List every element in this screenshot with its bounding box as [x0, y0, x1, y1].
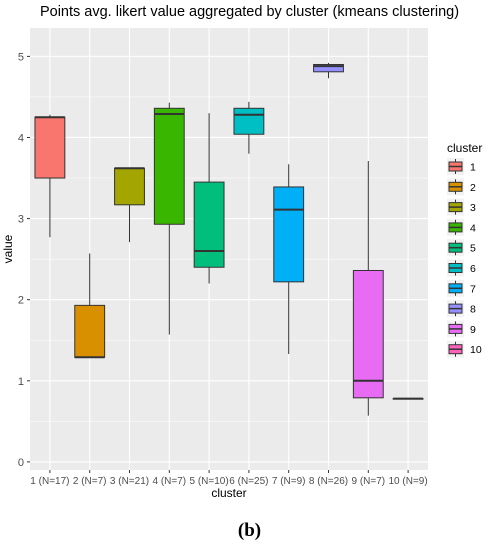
x-tick-label: 4 (N=7): [152, 476, 186, 487]
x-tick-label: 7 (N=9): [272, 476, 306, 487]
y-tick-label: 0: [18, 457, 24, 469]
box-iqr: [233, 107, 265, 135]
box-cluster-1: [34, 114, 66, 238]
legend-item-10: 10: [447, 340, 482, 358]
legend-item-1: 1: [447, 158, 476, 175]
box-cluster-3: [114, 167, 145, 243]
box-cluster-7: [273, 164, 305, 355]
legend-item-6: 6: [447, 259, 476, 277]
box-iqr: [34, 116, 66, 179]
legend-item-9: 9: [447, 320, 476, 338]
box-iqr: [114, 167, 145, 206]
y-axis-ticks: 0 1 2 3 4 5: [18, 51, 30, 469]
x-axis-label: cluster: [211, 486, 246, 500]
legend-item-2: 2: [447, 178, 476, 196]
legend-label: 2: [470, 182, 476, 194]
legend-item-3: 3: [447, 198, 476, 216]
box-cluster-8: [313, 62, 344, 79]
box-iqr: [313, 63, 344, 73]
legend-label: 7: [470, 283, 476, 295]
legend-label: 3: [470, 202, 476, 214]
legend-label: 5: [470, 243, 476, 255]
legend-title: cluster: [447, 141, 482, 155]
box-iqr: [153, 107, 185, 225]
box-iqr: [352, 269, 384, 399]
box-iqr: [193, 181, 225, 268]
box-cluster-5: [193, 113, 225, 284]
x-tick-label: 10 (N=9): [389, 476, 428, 487]
x-axis-ticks: 1 (N=17) 2 (N=7) 3 (N=21) 4 (N=7) 5 (N=10) 6 …: [30, 470, 428, 487]
y-tick-label: 2: [18, 295, 24, 307]
y-axis-label: value: [1, 234, 15, 263]
legend-item-5: 5: [447, 239, 476, 257]
y-tick-label: 1: [18, 376, 24, 388]
x-tick-label: 2 (N=7): [73, 476, 107, 487]
boxes: [34, 62, 424, 416]
x-tick-label: 5 (N=10): [190, 476, 229, 487]
legend-label: 6: [470, 263, 476, 275]
box-cluster-4: [153, 102, 185, 335]
y-tick-label: 5: [18, 51, 24, 63]
x-tick-label: 6 (N=25): [229, 476, 268, 487]
legend-label: 1: [470, 162, 476, 174]
legend-label: 10: [470, 344, 482, 356]
legend: cluster 1 2 3 4 5 6 7 8 9 10: [447, 141, 482, 358]
y-tick-label: 3: [18, 214, 24, 226]
legend-item-4: 4: [447, 218, 476, 236]
box-cluster-9: [352, 161, 384, 416]
box-cluster-10: [392, 397, 424, 400]
legend-label: 4: [470, 222, 476, 234]
legend-label: 9: [470, 324, 476, 336]
legend-label: 8: [470, 304, 476, 316]
x-tick-label: 9 (N=7): [351, 476, 385, 487]
x-tick-label: 8 (N=26): [309, 476, 348, 487]
box-cluster-2: [74, 253, 106, 359]
x-tick-label: 1 (N=17): [30, 476, 69, 487]
chart-title: Points avg. likert value aggregated by c…: [39, 4, 460, 20]
caption-label: (b): [237, 520, 262, 541]
legend-item-8: 8: [447, 300, 476, 318]
box-iqr: [74, 304, 106, 358]
y-tick-label: 4: [18, 132, 24, 144]
x-tick-label: 3 (N=21): [110, 476, 149, 487]
figure-caption: (b): [0, 520, 499, 542]
box-iqr: [273, 186, 305, 283]
box-cluster-6: [233, 101, 265, 154]
legend-item-7: 7: [447, 279, 476, 297]
